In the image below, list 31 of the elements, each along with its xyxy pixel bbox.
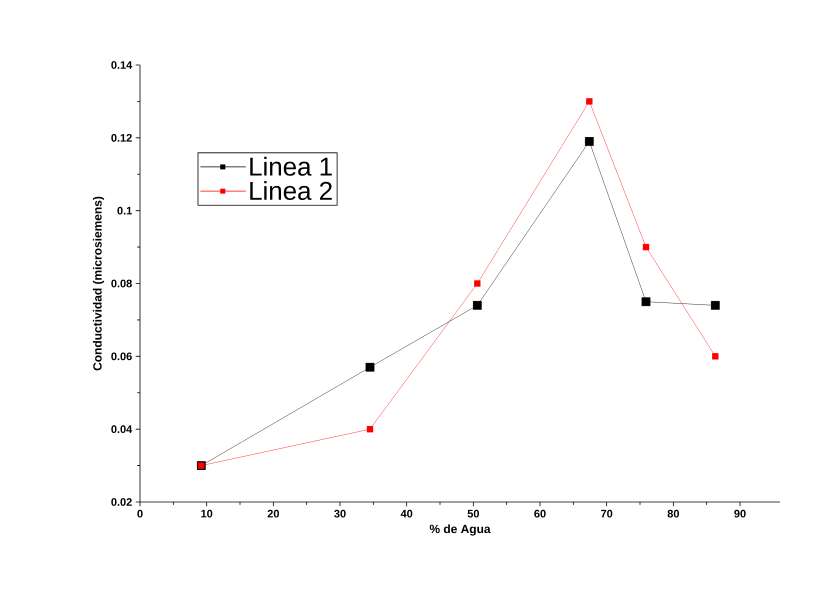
- point: [474, 280, 481, 287]
- x-tick-label: 60: [534, 510, 546, 518]
- point: [366, 426, 374, 432]
- x-tick-label: 50: [468, 510, 479, 518]
- point: [710, 300, 720, 310]
- y-tick-label: 0.1: [117, 206, 132, 215]
- y-tick-label: 0.08: [111, 280, 132, 288]
- y-tick-label: 0.12: [111, 134, 132, 142]
- x-tick-label: 30: [334, 510, 346, 518]
- x-tick-label: 40: [400, 510, 412, 518]
- x-tick-label: 90: [734, 510, 746, 518]
- x-tick-label: 0: [137, 510, 143, 518]
- y-tick-label: 0.06: [111, 352, 132, 360]
- legend-label: Linea 1: [250, 156, 332, 176]
- y-tick-label: 0.14: [111, 61, 132, 69]
- x-axis-title: % de Agua: [430, 524, 491, 536]
- point: [642, 244, 650, 250]
- x-tick-label: 20: [268, 510, 279, 518]
- x-tick-label: 10: [201, 510, 212, 518]
- x-tick-label: 70: [601, 510, 612, 518]
- point: [712, 353, 719, 360]
- point: [642, 297, 650, 306]
- y-tick-label: 0.02: [111, 498, 132, 506]
- point: [366, 362, 374, 372]
- point: [586, 98, 593, 105]
- y-tick-label: 0.04: [111, 425, 132, 434]
- y-axis-title: Conductividad (microsiemens): [92, 196, 104, 370]
- x-tick-label: 80: [668, 510, 679, 518]
- legend-label: Linea 2: [250, 181, 332, 200]
- point: [584, 137, 594, 146]
- point: [472, 300, 482, 310]
